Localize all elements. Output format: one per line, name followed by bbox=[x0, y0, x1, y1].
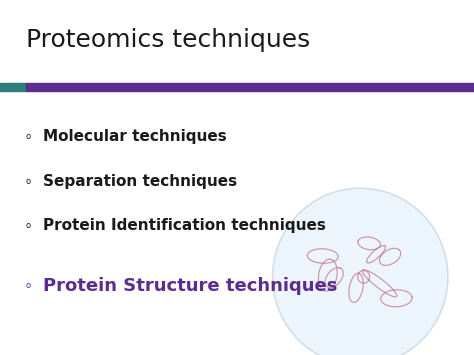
Text: o: o bbox=[26, 176, 31, 186]
Ellipse shape bbox=[273, 188, 448, 355]
Text: Molecular techniques: Molecular techniques bbox=[43, 129, 227, 144]
Text: Protein Structure techniques: Protein Structure techniques bbox=[43, 277, 337, 295]
Bar bbox=[26, 83, 474, 91]
Text: Separation techniques: Separation techniques bbox=[43, 174, 237, 189]
Text: o: o bbox=[26, 132, 31, 141]
Text: Protein Identification techniques: Protein Identification techniques bbox=[43, 218, 326, 233]
Text: Proteomics techniques: Proteomics techniques bbox=[26, 28, 310, 53]
Text: o: o bbox=[26, 221, 31, 230]
Text: o: o bbox=[26, 281, 31, 290]
Bar bbox=[0, 83, 26, 91]
